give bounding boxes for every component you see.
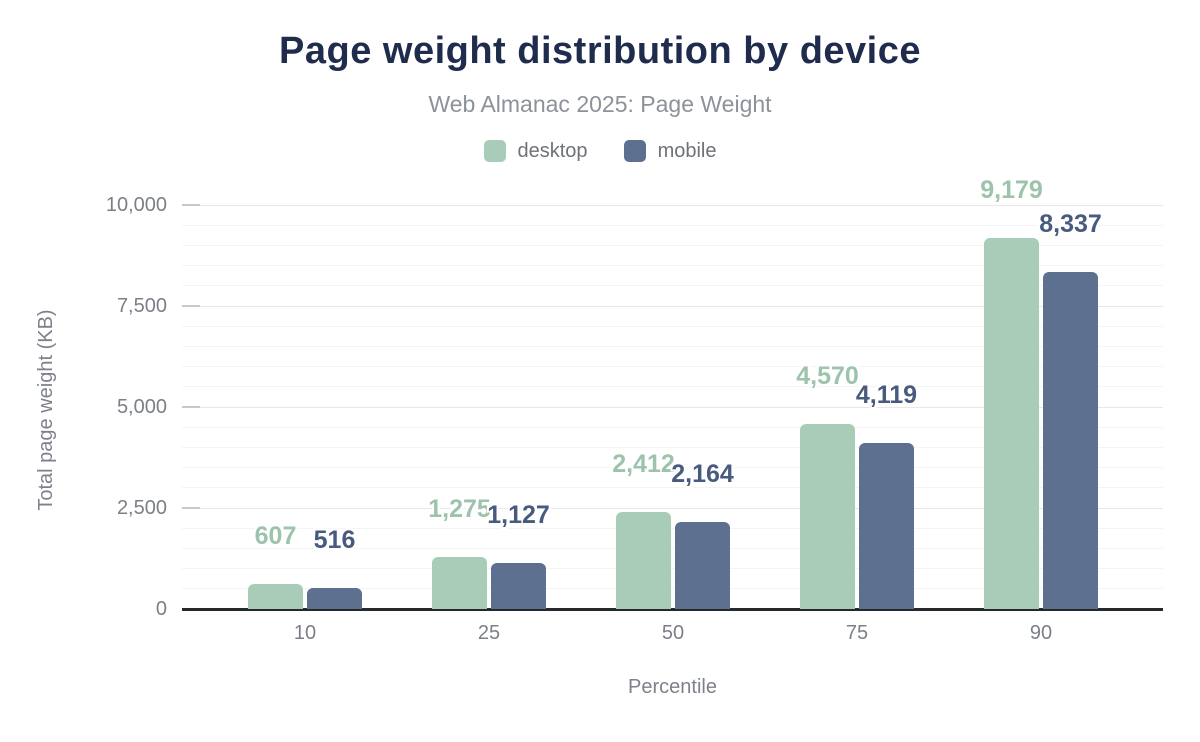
- bar-label-mobile-p90: 8,337: [1039, 210, 1102, 238]
- chart-subtitle: Web Almanac 2025: Page Weight: [428, 91, 772, 117]
- bar-label-mobile-p25: 1,127: [487, 501, 550, 529]
- bar-label-desktop-p25: 1,275: [428, 495, 491, 523]
- grid-line: [182, 204, 1163, 206]
- bar-desktop-p90[interactable]: [984, 238, 1039, 609]
- grid-line: [182, 426, 1163, 428]
- y-tick-mark: [182, 507, 200, 509]
- grid-line: [182, 467, 1163, 469]
- grid-line: [182, 588, 1163, 590]
- grid-line: [182, 345, 1163, 347]
- grid-line: [182, 507, 1163, 509]
- bar-label-mobile-p10: 516: [313, 526, 356, 554]
- grid-line: [182, 487, 1163, 489]
- bar-mobile-p90[interactable]: [1043, 272, 1098, 609]
- legend-item-mobile[interactable]: mobile: [623, 139, 717, 163]
- bar-desktop-p50[interactable]: [616, 512, 671, 609]
- grid-line: [182, 224, 1163, 226]
- grid-line: [182, 265, 1163, 267]
- y-tick-mark: [182, 406, 200, 408]
- y-tick-label: 5,000: [116, 396, 167, 418]
- bar-mobile-p50[interactable]: [675, 522, 730, 609]
- legend-swatch-mobile-icon: [623, 140, 646, 162]
- x-tick-label: 25: [477, 622, 501, 644]
- legend-swatch-desktop-icon: [483, 140, 506, 162]
- grid-line: [182, 568, 1163, 570]
- grid-line: [182, 325, 1163, 327]
- bar-desktop-p10[interactable]: [248, 584, 303, 609]
- x-axis-line: [182, 608, 1163, 611]
- x-tick-label: 50: [661, 622, 685, 644]
- legend-label-mobile: mobile: [657, 139, 717, 162]
- chart-title: Page weight distribution by device: [279, 30, 921, 72]
- bar-label-mobile-p50: 2,164: [671, 460, 734, 488]
- grid-line: [182, 285, 1163, 287]
- bar-label-desktop-p75: 4,570: [796, 362, 859, 390]
- bar-mobile-p10[interactable]: [307, 588, 362, 609]
- y-tick-mark: [182, 204, 200, 206]
- x-tick-label: 75: [845, 622, 869, 644]
- y-tick-label: 0: [155, 598, 167, 620]
- y-tick-label: 2,500: [116, 497, 167, 519]
- grid-line: [182, 244, 1163, 246]
- bar-mobile-p25[interactable]: [491, 563, 546, 609]
- legend: desktop mobile: [0, 136, 1200, 166]
- y-axis-title: Total page weight (KB): [35, 309, 57, 511]
- bar-label-desktop-p50: 2,412: [612, 450, 675, 478]
- y-tick-label: 10,000: [105, 194, 167, 216]
- grid-line: [182, 386, 1163, 388]
- y-tick-mark: [182, 305, 200, 307]
- bar-label-desktop-p10: 607: [254, 522, 297, 550]
- bar-label-mobile-p75: 4,119: [855, 381, 918, 409]
- bar-mobile-p75[interactable]: [859, 443, 914, 609]
- x-tick-label: 10: [293, 622, 317, 644]
- legend-label-desktop: desktop: [517, 139, 588, 162]
- bar-label-desktop-p90: 9,179: [980, 176, 1043, 204]
- grid-line: [182, 527, 1163, 529]
- x-tick-label: 90: [1029, 622, 1053, 644]
- bar-desktop-p25[interactable]: [432, 557, 487, 609]
- x-axis-title: Percentile: [628, 676, 717, 698]
- grid-line: [182, 305, 1163, 307]
- grid-line: [182, 406, 1163, 408]
- grid-line: [182, 446, 1163, 448]
- grid-line: [182, 366, 1163, 368]
- y-tick-label: 7,500: [116, 295, 167, 317]
- grid-line: [182, 547, 1163, 549]
- bar-desktop-p75[interactable]: [800, 424, 855, 609]
- legend-item-desktop[interactable]: desktop: [483, 139, 588, 163]
